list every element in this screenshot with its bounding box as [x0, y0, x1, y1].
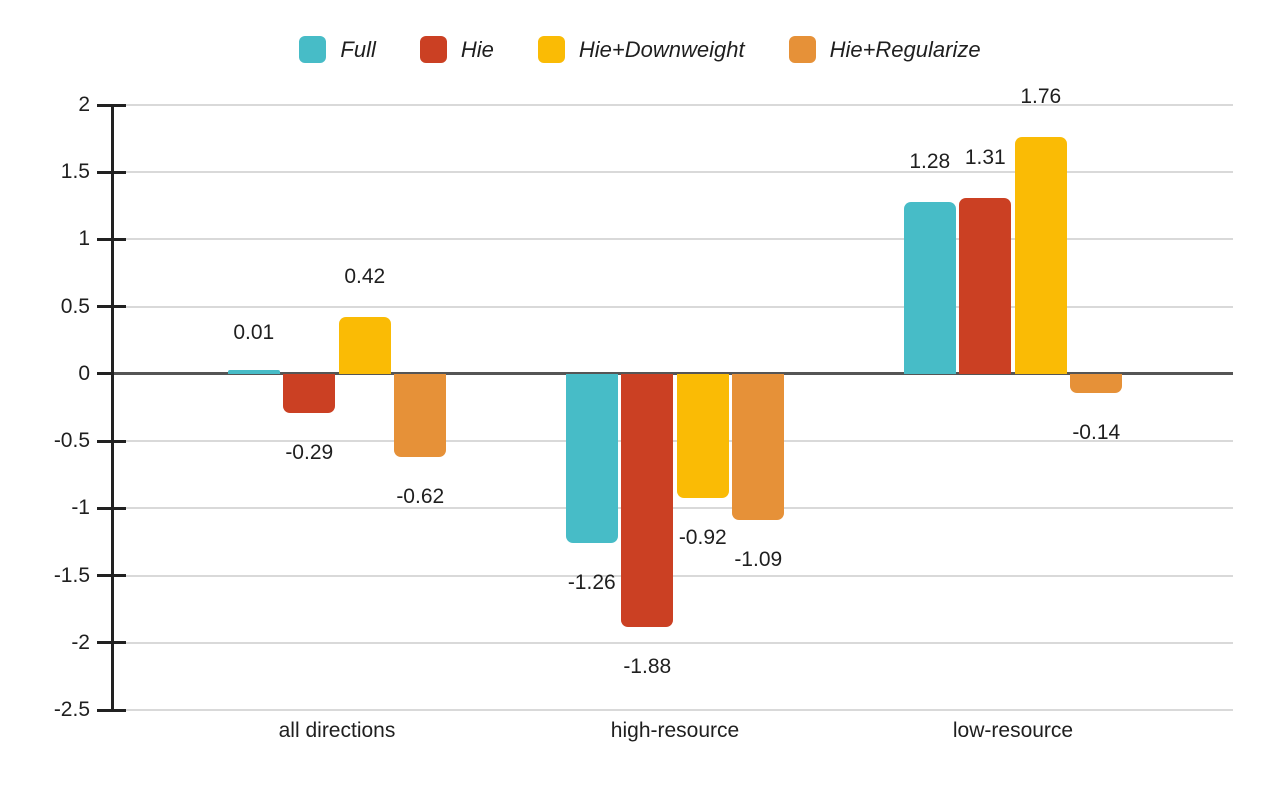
bar-value-label: 1.76 [1020, 85, 1062, 109]
gridline [113, 709, 1233, 711]
legend-item-hie-downweight: Hie+Downweight [537, 36, 745, 63]
bar-hie-downweight-low-resource [1014, 137, 1067, 374]
legend-swatch-icon [788, 36, 816, 63]
bar-hie-high-resource [621, 373, 674, 627]
y-axis-tick-label: 0.5 [60, 294, 90, 318]
bar-hie-downweight-high-resource [676, 373, 729, 498]
legend-item-full: Full [299, 36, 376, 63]
bar-full-high-resource [565, 373, 618, 544]
bar-value-label: -0.62 [396, 485, 445, 509]
y-axis-tick [97, 708, 126, 712]
bar-value-label: -0.29 [285, 440, 334, 464]
bar-hie-downweight-all-directions [338, 317, 391, 374]
gridline [113, 104, 1233, 106]
bar-full-all-directions [227, 369, 280, 374]
bar-value-label: -1.26 [567, 571, 616, 595]
legend-swatch-icon [419, 36, 447, 63]
chart-legend: Full Hie Hie+Downweight Hie+Regularize [0, 36, 1280, 63]
legend-label: Hie+Downweight [578, 37, 745, 62]
x-axis-category-label: low-resource [952, 719, 1074, 742]
bar-value-label: -1.88 [623, 654, 672, 678]
y-axis-tick-label: -2.5 [53, 698, 90, 721]
bar-value-label: -0.92 [678, 525, 727, 549]
legend-label: Hie+Regularize [829, 37, 981, 62]
bar-full-low-resource [903, 201, 956, 374]
gridline [113, 641, 1233, 644]
bar-value-label: -1.09 [734, 548, 783, 572]
y-axis-tick-label: 2 [78, 93, 90, 116]
bar-value-label: 1.28 [909, 149, 951, 173]
y-axis-tick-label: 1.5 [60, 160, 90, 184]
legend-swatch-icon [299, 36, 327, 63]
legend-label: Full [340, 37, 376, 62]
y-axis-tick-label: -1.5 [53, 563, 90, 587]
bar-hie-regularize-low-resource [1070, 373, 1123, 393]
legend-item-hie-regularize: Hie+Regularize [788, 36, 981, 63]
legend-label: Hie [460, 37, 494, 62]
y-axis-tick-label: 0 [78, 361, 90, 385]
gridline [113, 238, 1233, 241]
bar-value-label: -0.14 [1072, 420, 1121, 444]
bar-hie-regularize-all-directions [394, 373, 447, 458]
y-axis-tick-label: -2 [71, 630, 90, 654]
bar-value-label: 0.42 [344, 265, 386, 289]
y-axis-line [111, 105, 114, 710]
bar-value-label: 0.01 [233, 320, 275, 344]
legend-item-hie: Hie [419, 36, 494, 63]
x-axis-category-label: all directions [278, 719, 396, 742]
bar-value-label: 1.31 [964, 145, 1006, 169]
bar-hie-all-directions [283, 373, 336, 413]
y-axis-tick-label: 1 [78, 227, 90, 251]
bar-hie-regularize-high-resource [732, 373, 785, 521]
gridline [113, 171, 1233, 174]
gridline [113, 305, 1233, 308]
legend-swatch-icon [537, 36, 565, 63]
bar-hie-low-resource [959, 197, 1012, 374]
x-axis-category-label: high-resource [610, 719, 740, 742]
y-axis-tick-label: -0.5 [53, 429, 90, 453]
y-axis-tick-label: -1 [71, 496, 90, 520]
